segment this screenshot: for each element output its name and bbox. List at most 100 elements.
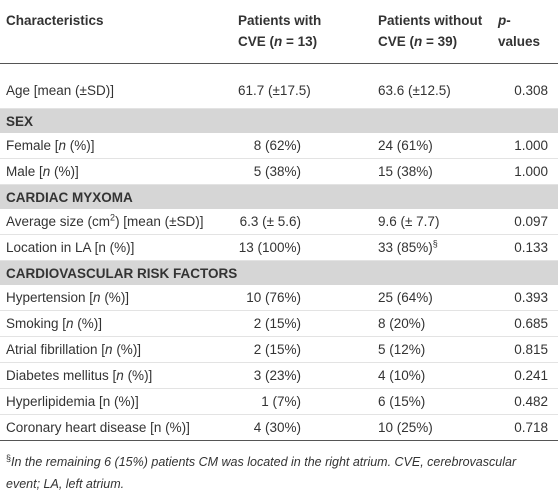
text-run: 0.393 [514, 290, 548, 305]
value-cell: 1.000 [492, 133, 558, 159]
data-row: Coronary heart disease [n (%)] 4 (30%) 10 … [0, 414, 558, 441]
text-run: -values [498, 13, 541, 49]
value-cell: 0.133 [492, 234, 558, 261]
text-run: 0.482 [514, 394, 548, 409]
value-cell: 10 (25%) [372, 414, 492, 441]
value-cell: 0.097 [492, 209, 558, 235]
text-run: 2 (15%) [253, 342, 301, 357]
text-run: 24 (61%) [378, 138, 433, 153]
text-run: 8 (62%) [253, 138, 301, 153]
value-cell: 0.685 [492, 310, 558, 337]
row-label: Coronary heart disease [n (%)] [0, 414, 232, 441]
footnote: §In the remaining 6 (15%) patients CM wa… [0, 441, 558, 495]
data-row: Age [mean (±SD)] 61.7 (±17.5) 63.6 (±12.5)… [0, 63, 558, 109]
section-row: CARDIOVASCULAR RISK FACTORS [0, 260, 558, 285]
italic-run: n [116, 368, 124, 383]
value-cell: 6 (15%) [372, 388, 492, 415]
data-row: Hyperlipidemia [n (%)] 1 (7%) 6 (15%) 0.482 [0, 388, 558, 415]
section-cell: SEX [0, 108, 558, 133]
value-cell: 2 (15%) [232, 310, 372, 337]
section-cell: CARDIOVASCULAR RISK FACTORS [0, 260, 558, 285]
text-run: CVE ( [238, 34, 275, 49]
text-run: 8 (20%) [378, 316, 426, 331]
superscript: § [6, 452, 12, 463]
text-run: 0.815 [514, 342, 548, 357]
text-run: 3 (23%) [253, 368, 301, 383]
text-run: 4 (10%) [378, 368, 426, 383]
text-run: CVE ( [378, 34, 415, 49]
header-row: Characteristics Patients with CVE (n = 13)… [0, 0, 558, 64]
value-cell: 61.7 (±17.5) [232, 63, 372, 109]
text-run: 33 (85%) [378, 240, 433, 255]
header-cell: Characteristics [0, 0, 232, 64]
data-row: Location in LA [n (%)] 13 (100%) 33 (85%)§… [0, 234, 558, 261]
italic-run: p [498, 13, 507, 28]
text-run: (%)] [112, 342, 142, 357]
superscript: § [432, 238, 438, 249]
value-cell: 25 (64%) [372, 285, 492, 311]
italic-run: n [274, 34, 283, 49]
text-run: = 13) [282, 34, 318, 49]
italic-run: n [105, 342, 113, 357]
row-label: Age [mean (±SD)] [0, 63, 232, 109]
text-run: 1.000 [514, 164, 548, 179]
value-cell: 0.718 [492, 414, 558, 441]
value-cell: 24 (61%) [372, 133, 492, 159]
text-run: = 39) [422, 34, 458, 49]
text-run: 0.097 [514, 214, 548, 229]
text-run: Male [ [6, 164, 43, 179]
data-table: Characteristics Patients with CVE (n = 13)… [0, 0, 558, 441]
text-run: 15 (38%) [378, 164, 433, 179]
text-run: Hyperlipidemia [n (%)] [6, 394, 139, 409]
header-cell: Patients without CVE (n = 39) [372, 0, 492, 64]
row-label: Diabetes mellitus [n (%)] [0, 362, 232, 389]
data-row: Female [n (%)] 8 (62%) 24 (61%) 1.000 [0, 133, 558, 159]
value-cell: 0.241 [492, 362, 558, 389]
text-run: (%)] [50, 164, 79, 179]
text-run: (%)] [73, 316, 103, 331]
text-run: 4 (30%) [253, 420, 301, 435]
data-row: Atrial fibrillation [n (%)] 2 (15%) 5 (12%… [0, 336, 558, 363]
section-row: SEX [0, 108, 558, 133]
text-run: 25 (64%) [378, 290, 433, 305]
value-cell: 13 (100%) [232, 234, 372, 261]
row-label: Female [n (%)] [0, 133, 232, 159]
italic-run: In the remaining 6 (15%) patients CM was… [6, 455, 517, 491]
header-cell: Patients with CVE (n = 13) [232, 0, 372, 64]
text-run: Coronary heart disease [n (%)] [6, 420, 190, 435]
value-cell: 9.6 (± 7.7) [372, 209, 492, 235]
value-cell: 1 (7%) [232, 388, 372, 415]
italic-run: n [414, 34, 423, 49]
text-run: 0.718 [514, 420, 548, 435]
text-run: 61.7 (±17.5) [238, 82, 311, 98]
value-cell: 3 (23%) [232, 362, 372, 389]
text-run: (%)] [100, 290, 130, 305]
section-row: CARDIAC MYXOMA [0, 184, 558, 209]
text-run: Characteristics [6, 13, 104, 28]
row-label: Location in LA [n (%)] [0, 234, 232, 261]
text-run: Location in LA [n (%)] [6, 240, 135, 255]
value-cell: 5 (12%) [372, 336, 492, 363]
row-label: Hyperlipidemia [n (%)] [0, 388, 232, 415]
text-run: Smoking [ [6, 316, 67, 331]
text-run: Atrial fibrillation [ [6, 342, 106, 357]
value-cell: 10 (76%) [232, 285, 372, 311]
italic-run: n [58, 138, 67, 153]
value-cell: 0.308 [492, 63, 558, 109]
text-run: CARDIOVASCULAR RISK FACTORS [6, 265, 238, 281]
text-run: 63.6 (±12.5) [378, 82, 451, 98]
italic-run: n [42, 164, 51, 179]
text-run: 5 (38%) [253, 164, 301, 179]
text-run: 13 (100%) [238, 240, 301, 255]
table-body: Age [mean (±SD)] 61.7 (±17.5) 63.6 (±12.5)… [0, 63, 558, 441]
value-cell: 2 (15%) [232, 336, 372, 363]
value-cell: 4 (10%) [372, 362, 492, 389]
value-cell: 1.000 [492, 158, 558, 185]
text-run: 9.6 (± 7.7) [378, 214, 440, 229]
header-cell: p-values [492, 0, 558, 64]
text-run: 0.308 [514, 82, 548, 98]
text-run: 0.133 [514, 240, 548, 255]
row-label: Atrial fibrillation [n (%)] [0, 336, 232, 363]
value-cell: 0.482 [492, 388, 558, 415]
